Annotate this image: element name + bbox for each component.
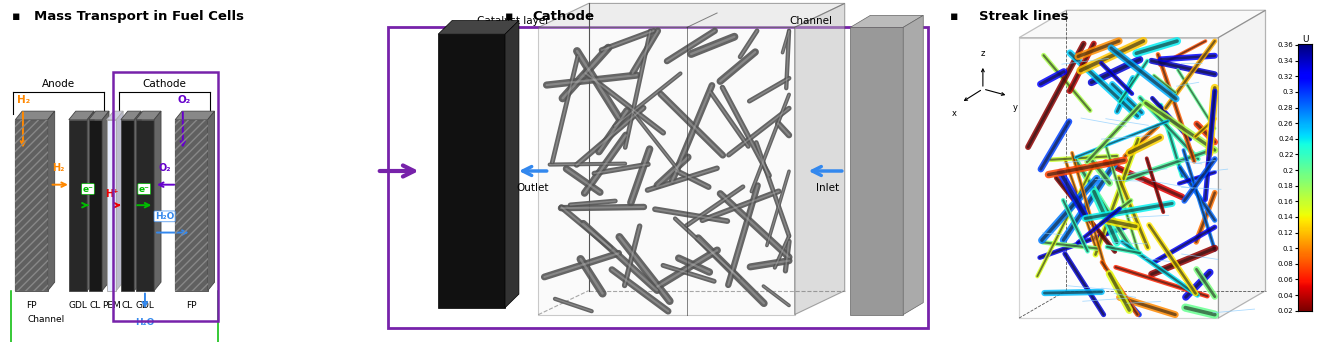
Text: FP: FP <box>187 301 197 310</box>
Polygon shape <box>794 3 844 315</box>
Polygon shape <box>505 21 519 308</box>
Text: Cathode: Cathode <box>142 79 187 89</box>
Bar <box>851 27 903 315</box>
Text: FP: FP <box>27 301 36 310</box>
Polygon shape <box>89 120 102 291</box>
Polygon shape <box>176 111 215 120</box>
Polygon shape <box>851 15 923 27</box>
Polygon shape <box>121 111 141 120</box>
Polygon shape <box>48 111 55 291</box>
Polygon shape <box>117 111 123 291</box>
Text: PEM: PEM <box>102 301 121 310</box>
Text: CL: CL <box>90 301 101 310</box>
Text: H₂O: H₂O <box>136 318 154 327</box>
Text: Streak lines: Streak lines <box>980 10 1068 23</box>
Polygon shape <box>136 120 154 291</box>
Text: Outlet: Outlet <box>517 183 549 193</box>
Polygon shape <box>107 111 123 120</box>
Polygon shape <box>176 120 208 291</box>
Polygon shape <box>15 111 55 120</box>
Polygon shape <box>68 120 87 291</box>
Text: ▪: ▪ <box>505 10 514 23</box>
Polygon shape <box>437 21 519 34</box>
Text: z: z <box>981 49 985 58</box>
Polygon shape <box>107 120 117 291</box>
Bar <box>437 34 505 308</box>
Text: Catalyst layer: Catalyst layer <box>478 16 550 26</box>
Bar <box>538 27 794 315</box>
Polygon shape <box>68 111 94 120</box>
Text: Inlet: Inlet <box>816 183 840 193</box>
Polygon shape <box>1019 10 1266 38</box>
Polygon shape <box>15 120 48 291</box>
Text: H₂: H₂ <box>52 163 64 173</box>
Text: H⁺: H⁺ <box>105 189 118 199</box>
FancyBboxPatch shape <box>388 27 929 328</box>
Text: O₂: O₂ <box>158 163 170 173</box>
Polygon shape <box>89 111 109 120</box>
Polygon shape <box>1219 10 1266 318</box>
Title: U: U <box>1302 35 1308 44</box>
Polygon shape <box>136 111 161 120</box>
Text: Cathode: Cathode <box>533 10 595 23</box>
Polygon shape <box>121 120 134 291</box>
Text: y: y <box>1013 103 1019 111</box>
Polygon shape <box>208 111 215 291</box>
Text: GDL: GDL <box>68 301 87 310</box>
Text: ▪: ▪ <box>12 10 20 23</box>
Polygon shape <box>87 111 94 291</box>
Polygon shape <box>134 111 141 291</box>
Text: ▪: ▪ <box>950 10 958 23</box>
Text: e⁻: e⁻ <box>138 185 149 194</box>
Polygon shape <box>903 15 923 315</box>
Text: Mass Transport in Fuel Cells: Mass Transport in Fuel Cells <box>35 10 244 23</box>
Bar <box>1019 38 1219 318</box>
Text: x: x <box>951 109 957 118</box>
Text: CL: CL <box>122 301 133 310</box>
Polygon shape <box>538 3 844 27</box>
Text: O₂: O₂ <box>177 95 191 105</box>
Text: H₂O: H₂O <box>154 212 174 221</box>
Text: Channel: Channel <box>27 315 64 324</box>
Text: H₂: H₂ <box>17 95 31 105</box>
Polygon shape <box>154 111 161 291</box>
Text: e⁻: e⁻ <box>82 185 94 194</box>
Text: GDL: GDL <box>136 301 154 310</box>
Polygon shape <box>102 111 109 291</box>
Text: Channel: Channel <box>789 16 832 26</box>
Text: Anode: Anode <box>42 79 75 89</box>
